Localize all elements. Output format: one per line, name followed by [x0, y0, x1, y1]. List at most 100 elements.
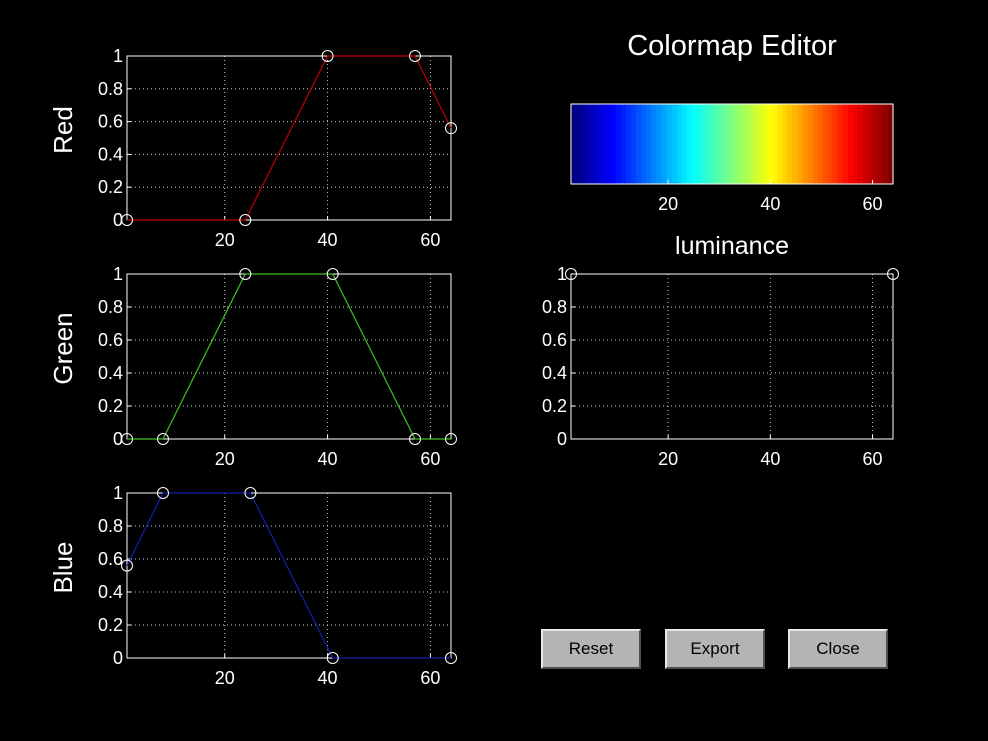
- colorbar-cell: [696, 104, 703, 184]
- luminance-axes-frame: [570, 273, 894, 440]
- colorbar-cell: [747, 104, 753, 184]
- green-y-tick-label: 0: [113, 429, 123, 449]
- close-button[interactable]: Close: [788, 629, 888, 669]
- luminance-y-tick-label: 0.2: [542, 396, 567, 416]
- red-control-point[interactable]: [239, 214, 252, 226]
- red-y-tick-label: 1: [113, 46, 123, 66]
- colorbar-cell: [862, 104, 869, 184]
- blue-y-tick-label: 0: [113, 648, 123, 668]
- colorbar-cell: [581, 104, 587, 184]
- colorbar-cell: [716, 104, 723, 184]
- colorbar-cell: [726, 104, 733, 184]
- colorbar-cell: [777, 104, 783, 184]
- colorbar-cell: [571, 104, 577, 184]
- luminance-plot: 20 40 60 0 0.2 0.4 0.6 0.8 1 luminance: [542, 232, 899, 469]
- red-control-point[interactable]: [409, 50, 421, 62]
- colorbar-cell: [676, 104, 683, 184]
- red-plot: 20 40 60 0 0.2 0.4 0.6 0.8 1 Red: [48, 46, 457, 250]
- colorbar-x-tick-label: 60: [863, 194, 883, 214]
- colorbar-cell: [711, 104, 718, 184]
- colorbar-cell: [631, 104, 638, 184]
- colorbar-cell: [732, 104, 738, 184]
- luminance-y-tick-label: 0.4: [542, 363, 567, 383]
- blue-y-tick-label: 0.8: [98, 516, 123, 536]
- blue-x-tick-label: 60: [420, 668, 440, 688]
- colorbar-cell: [812, 104, 819, 184]
- red-control-point[interactable]: [445, 122, 457, 135]
- colorbar-cell: [706, 104, 713, 184]
- colorbar-cell: [872, 104, 879, 184]
- green-control-point[interactable]: [157, 433, 169, 445]
- luminance-control-point[interactable]: [565, 268, 577, 280]
- colorbar-cell: [772, 104, 778, 184]
- colorbar-cell: [671, 104, 678, 184]
- colorbar-cell: [857, 104, 864, 184]
- green-series-line: [127, 273, 451, 440]
- colorbar-cell: [787, 104, 793, 184]
- green-plot: 20 40 60 0 0.2 0.4 0.6 0.8 1 Green: [48, 264, 457, 469]
- colorbar-cell: [792, 104, 799, 184]
- green-y-tick-label: 1: [113, 264, 123, 284]
- green-y-tick-label: 0.8: [98, 297, 123, 317]
- colorbar-cell: [822, 104, 829, 184]
- blue-plot: 20 40 60 0 0.2 0.4 0.6 0.8 1 Blue: [48, 483, 457, 688]
- colorbar-cell: [762, 104, 768, 184]
- colorbar-cell: [661, 104, 668, 184]
- colorbar-cell: [832, 104, 839, 184]
- blue-control-point[interactable]: [244, 487, 257, 499]
- red-series-line: [127, 55, 452, 221]
- green-control-point[interactable]: [409, 433, 421, 445]
- blue-y-tick-label: 1: [113, 483, 123, 503]
- colorbar-cell: [737, 104, 743, 184]
- luminance-x-tick-label: 20: [658, 449, 678, 469]
- colorbar-cell: [576, 104, 582, 184]
- green-control-point[interactable]: [239, 268, 252, 280]
- colorbar-cell: [852, 104, 859, 184]
- colorbar-cell: [701, 104, 708, 184]
- colorbar-cell: [606, 104, 612, 184]
- red-y-tick-label: 0.8: [98, 79, 123, 99]
- luminance-y-tick-label: 0: [557, 429, 567, 449]
- red-x-tick-label: 20: [215, 230, 235, 250]
- reset-button[interactable]: Reset: [541, 629, 641, 669]
- colorbar-cell: [591, 104, 597, 184]
- blue-control-point[interactable]: [445, 652, 457, 664]
- red-ylabel: Red: [48, 106, 78, 154]
- colorbar-cell: [797, 104, 804, 184]
- export-button[interactable]: Export: [665, 629, 765, 669]
- colorbar-cell: [887, 104, 894, 184]
- luminance-x-tick-label: 60: [863, 449, 883, 469]
- green-x-tick-label: 60: [420, 449, 440, 469]
- blue-y-tick-label: 0.2: [98, 615, 123, 635]
- colorbar-cell: [867, 104, 874, 184]
- red-y-tick-label: 0.2: [98, 177, 123, 197]
- red-control-point[interactable]: [321, 50, 334, 62]
- colorbar-cell: [626, 104, 632, 184]
- luminance-y-tick-label: 0.6: [542, 330, 567, 350]
- colorbar-cell: [596, 104, 602, 184]
- colorbar-cell: [827, 104, 834, 184]
- blue-x-tick-label: 40: [318, 668, 338, 688]
- colorbar-x-tick-label: 40: [760, 194, 780, 214]
- red-y-tick-label: 0.4: [98, 144, 123, 164]
- colorbar-cell: [842, 104, 849, 184]
- green-control-point[interactable]: [326, 268, 339, 280]
- colorbar-x-tick-label: 20: [658, 194, 678, 214]
- blue-control-point[interactable]: [157, 487, 169, 499]
- blue-axes-frame: [126, 492, 452, 659]
- colorbar-cell: [882, 104, 889, 184]
- blue-control-point[interactable]: [121, 559, 133, 572]
- green-x-tick-label: 20: [215, 449, 235, 469]
- blue-control-point[interactable]: [326, 652, 339, 664]
- green-ylabel: Green: [48, 312, 78, 384]
- red-x-tick-label: 40: [318, 230, 338, 250]
- colorbar-cell: [681, 104, 688, 184]
- green-control-point[interactable]: [445, 433, 457, 445]
- green-y-tick-label: 0.2: [98, 396, 123, 416]
- luminance-control-point[interactable]: [887, 268, 899, 280]
- colorbar-cell: [721, 104, 728, 184]
- green-control-point[interactable]: [121, 433, 133, 445]
- red-control-point[interactable]: [121, 214, 133, 226]
- colorbar-cell: [837, 104, 844, 184]
